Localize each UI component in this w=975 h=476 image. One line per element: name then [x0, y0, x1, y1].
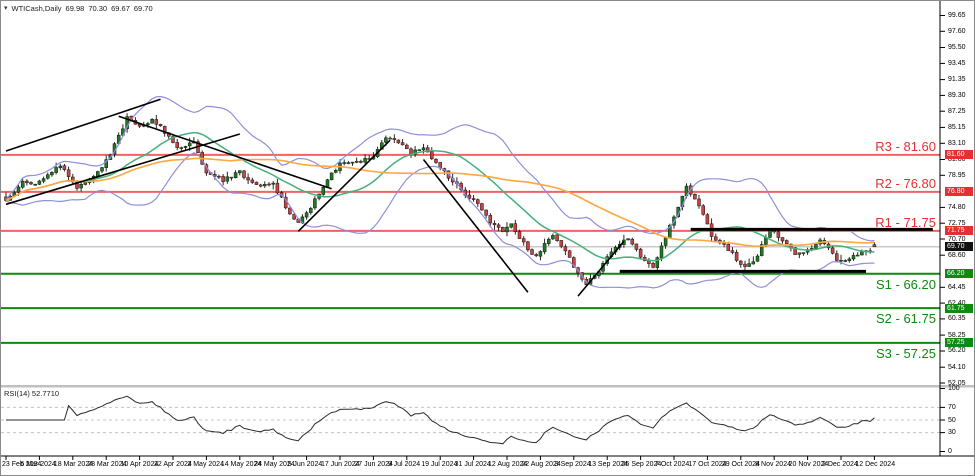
rsi-axis-tick: 100	[948, 385, 960, 392]
ascending-channel-lower	[5, 133, 241, 206]
price-axis-marker-resistance: 76.80	[945, 187, 973, 197]
date-axis-label: 2 May 2024	[187, 461, 224, 468]
price-axis-tick: 68.60	[948, 251, 966, 259]
ohlc-open: 69.98	[65, 4, 85, 13]
level-label-R3[interactable]: R3 - 81.60	[875, 138, 936, 154]
date-axis-label: 12 Dec 2024	[855, 461, 896, 468]
date-axis-label: 28 Mar 2024	[87, 461, 127, 468]
price-axis-tick: 99.65	[948, 12, 966, 19]
price-axis-marker-current-price: 69.70	[945, 242, 973, 252]
price-axis-tick: 70.70	[948, 235, 966, 243]
price-axis-tick: 60.35	[948, 315, 966, 323]
date-axis-label: 25 Sep 2024	[621, 461, 662, 468]
chart-menu-icon[interactable]: ▾	[4, 5, 8, 12]
date-axis-label: 22 Aug 2024	[521, 461, 561, 468]
date-axis-label: 19 Jul 2024	[421, 461, 458, 468]
level-label-S3[interactable]: S3 - 57.25	[876, 345, 936, 361]
price-axis-marker-resistance: 81.60	[945, 150, 973, 160]
rsi-axis-tick: 70	[948, 403, 956, 411]
price-axis-marker-support: 57.25	[945, 338, 973, 348]
price-axis-tick: 93.45	[948, 59, 966, 67]
bollinger-upper-band	[5, 95, 875, 242]
date-axis-label: 18 Mar 2024	[53, 461, 94, 468]
chart-title-bar: ▾ WTICash,Daily 69.98 70.30 69.67 69.70	[4, 4, 153, 13]
price-axis-tick: 64.45	[948, 283, 966, 291]
moving-average-fast	[5, 131, 875, 262]
date-axis-label: 3 Sep 2024	[554, 461, 591, 468]
date-axis-label: 29 Oct 2024	[721, 461, 760, 468]
price-axis-tick: 97.60	[948, 27, 966, 35]
price-axis-tick: 54.10	[948, 363, 966, 371]
date-axis-label: 31 Jul 2024	[454, 461, 491, 468]
rsi-axis-tick: 50	[948, 416, 956, 424]
descending-trendline-spring	[118, 115, 332, 190]
rsi-axis-tick: 30	[948, 429, 956, 437]
date-axis-label: 12 Aug 2024	[488, 461, 528, 468]
price-axis-tick: 83.10	[948, 139, 966, 147]
zone-lines[interactable]	[619, 227, 933, 273]
level-label-R2[interactable]: R2 - 76.80	[875, 175, 936, 191]
panel-separator[interactable]	[1, 385, 975, 388]
rsi-axis-tick: 0	[948, 448, 952, 455]
price-axis-tick: 95.50	[948, 44, 966, 52]
level-label-S1[interactable]: S1 - 66.20	[876, 276, 936, 292]
price-axis-tick: 81.00	[948, 155, 966, 163]
date-axis-label: 2 Dec 2024	[822, 461, 858, 468]
price-axis-tick: 89.30	[948, 91, 966, 99]
ohlc-high: 70.30	[88, 4, 108, 13]
price-axis-tick: 56.20	[948, 347, 966, 355]
rsi-line	[6, 395, 875, 445]
trend-lines[interactable]	[5, 98, 625, 297]
price-axis-tick: 58.25	[948, 331, 966, 339]
rsi-indicator-label: RSI(14) 52.7710	[4, 389, 60, 398]
moving-average-slow	[5, 157, 875, 248]
date-axis-label: 24 May 2024	[254, 461, 295, 468]
date-axis-label: 5 Jun 2024	[287, 461, 323, 468]
date-axis-label: 27 Jun 2024	[354, 461, 393, 468]
date-axis-label: 8 Nov 2024	[755, 461, 791, 468]
date-axis-label: 14 May 2024	[220, 461, 262, 468]
date-axis-label: 23 Feb 2024	[2, 461, 42, 468]
chart-symbol-timeframe: WTICash,Daily	[11, 4, 62, 13]
ohlc-low: 69.67	[111, 4, 130, 13]
date-axis-label: 17 Jun 2024	[321, 461, 360, 468]
date-axis-label: 20 Nov 2024	[788, 461, 829, 468]
date-axis-label: 7 Oct 2024	[655, 461, 690, 468]
rsi-subwindow	[1, 395, 940, 445]
price-axis-tick: 74.80	[948, 203, 966, 211]
candlestick-series	[4, 113, 877, 287]
level-label-R1[interactable]: R1 - 71.75	[875, 214, 936, 230]
date-axis-label: 22 Apr 2024	[154, 461, 192, 468]
date-axis-label: 9 Jul 2024	[387, 461, 421, 468]
price-axis-marker-support: 61.75	[945, 303, 973, 313]
ascending-trendline-september	[577, 240, 625, 297]
ascending-trendline-june-july	[297, 139, 391, 232]
price-axis-tick: 52.05	[948, 379, 966, 387]
descending-trendline-august	[422, 159, 529, 293]
date-axis-label: 17 Oct 2024	[688, 461, 727, 468]
price-axis-tick: 91.35	[948, 76, 966, 84]
bollinger-lower-band	[5, 152, 875, 289]
price-axis-marker-support: 66.20	[945, 269, 973, 279]
price-axis-tick: 85.15	[948, 123, 966, 131]
date-axis-label: 10 Apr 2024	[120, 461, 159, 468]
price-axis-tick: 87.25	[948, 107, 966, 115]
support-resistance-lines[interactable]	[1, 153, 940, 344]
price-axis-tick: 72.75	[948, 219, 966, 227]
date-axis-label: 6 Mar 2024	[20, 461, 56, 468]
ohlc-close: 69.70	[133, 4, 153, 13]
price-axis-tick: 78.95	[948, 171, 966, 179]
ascending-channel-upper	[5, 98, 161, 152]
price-axis-tick: 62.40	[948, 300, 966, 307]
level-label-S2[interactable]: S2 - 61.75	[876, 311, 936, 327]
axis-tick-marks	[5, 15, 945, 460]
price-axis-marker-resistance: 71.75	[945, 226, 973, 236]
date-axis-label: 13 Sep 2024	[588, 461, 628, 468]
